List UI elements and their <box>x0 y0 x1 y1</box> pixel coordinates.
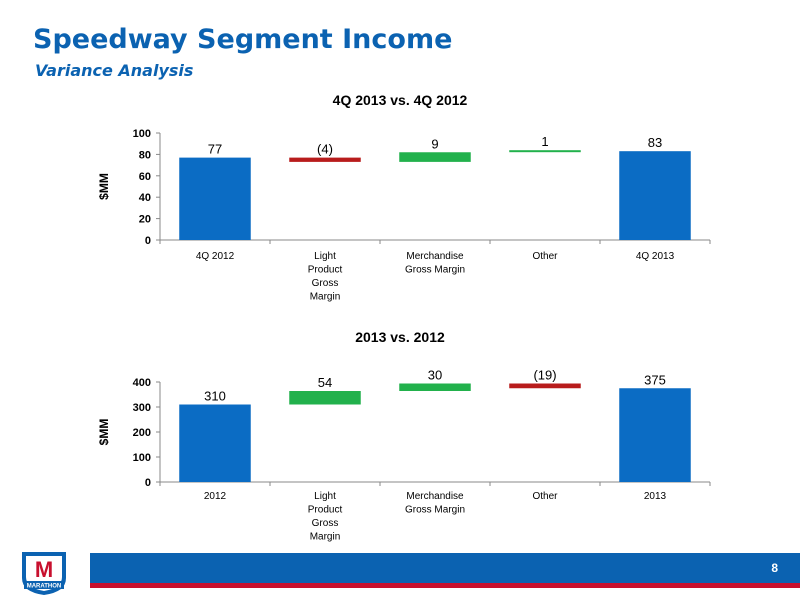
y-tick-label: 40 <box>139 192 151 204</box>
category-label: 4Q 2013 <box>636 251 675 262</box>
category-label: Light Product Gross Margin <box>308 491 343 543</box>
data-label: (4) <box>317 142 333 157</box>
data-label: 9 <box>431 136 438 151</box>
page-number: 8 <box>771 561 778 575</box>
footer-stripe <box>90 583 800 588</box>
bar-1 <box>179 404 251 482</box>
category-label: 4Q 2012 <box>196 251 235 262</box>
bar-5 <box>619 151 691 240</box>
waterfall-chart-quarterly: 4Q 2013 vs. 4Q 2012 $MM 0 20 40 60 80 100 77 4Q 2… <box>97 92 711 303</box>
bar-3 <box>399 152 471 162</box>
y-tick-label: 60 <box>139 171 151 183</box>
bar-4 <box>509 150 581 153</box>
data-label: 1 <box>541 134 548 149</box>
y-tick-label: 200 <box>133 427 151 439</box>
data-label: 77 <box>208 142 222 157</box>
category-label: Merchandise Gross Margin <box>405 251 465 276</box>
y-tick-label: 0 <box>145 477 151 489</box>
data-label: 54 <box>318 375 332 390</box>
data-label: 83 <box>648 135 662 150</box>
slide-title: Speedway Segment Income <box>33 24 453 55</box>
y-tick-label: 300 <box>133 402 151 414</box>
data-label: (19) <box>533 368 556 383</box>
bar-2 <box>289 157 361 162</box>
category-label: Other <box>532 491 558 502</box>
y-tick-label: 0 <box>145 235 151 247</box>
y-tick-label: 400 <box>133 377 151 389</box>
category-label: 2013 <box>644 491 667 502</box>
category-label: Merchandise Gross Margin <box>405 491 465 516</box>
logo-letter: M <box>35 557 53 582</box>
y-tick-label: 80 <box>139 149 151 161</box>
category-label: Other <box>532 251 558 262</box>
bar-3 <box>399 383 471 391</box>
y-tick-label: 20 <box>139 214 151 226</box>
y-tick-label: 100 <box>133 452 151 464</box>
data-label: 310 <box>204 389 226 404</box>
data-label: 30 <box>428 368 442 383</box>
bar-1 <box>179 157 251 240</box>
category-label: 2012 <box>204 491 227 502</box>
y-tick-label: 100 <box>133 128 151 140</box>
chart-title: 2013 vs. 2012 <box>355 329 445 345</box>
footer-bar <box>90 553 800 583</box>
bar-2 <box>289 391 361 405</box>
category-label: Light Product Gross Margin <box>308 251 343 303</box>
data-label: 375 <box>644 372 666 387</box>
y-axis-label: $MM <box>97 419 111 446</box>
chart-title: 4Q 2013 vs. 4Q 2012 <box>333 92 468 108</box>
slide-subtitle: Variance Analysis <box>35 61 194 80</box>
bar-5 <box>619 388 691 482</box>
marathon-logo: M MARATHON <box>22 552 66 595</box>
waterfall-chart-annual: 2013 vs. 2012 $MM 0 100 200 300 400 310 2012 54 Li… <box>97 329 711 543</box>
logo-wordmark: MARATHON <box>27 584 62 590</box>
y-axis-label: $MM <box>97 173 111 200</box>
bar-4 <box>509 383 581 389</box>
